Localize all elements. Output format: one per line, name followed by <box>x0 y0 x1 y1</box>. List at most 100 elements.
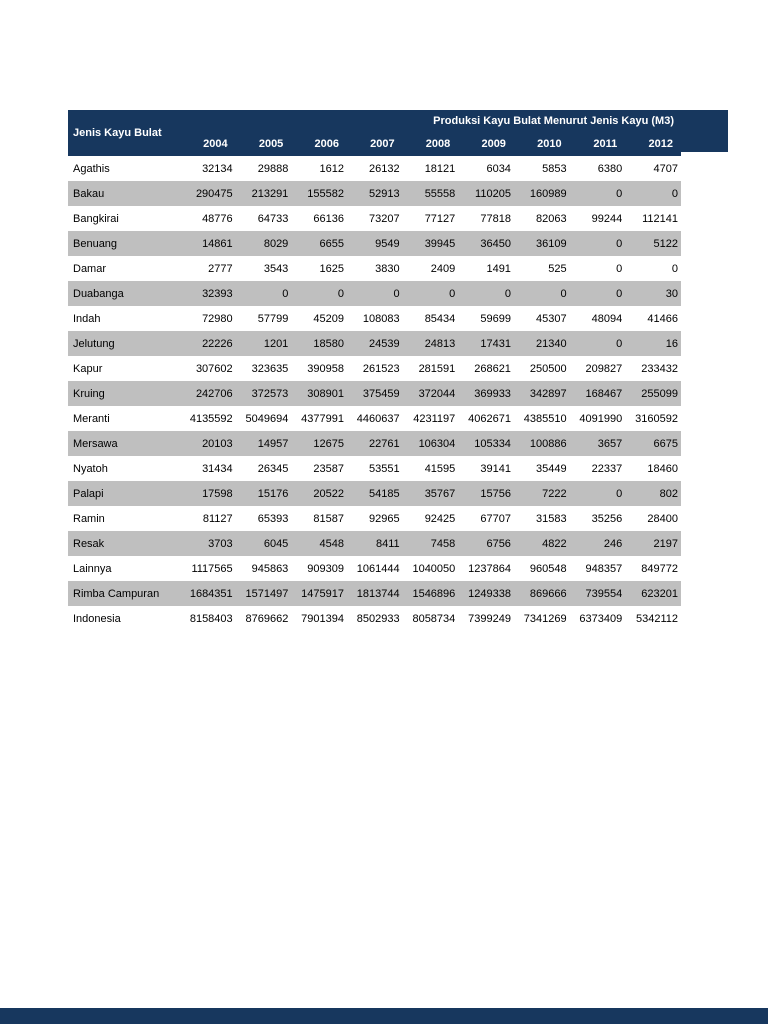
value-cell: 1625 <box>319 262 344 275</box>
value-cell: 39945 <box>424 237 456 250</box>
value-cell: 48776 <box>202 212 233 225</box>
table-row: Resak 3703 6045 4548 8411 7458 6756 4822 246 2197 <box>68 531 681 556</box>
value-cell: 4377991 <box>301 412 344 425</box>
value-cell: 1546896 <box>412 587 456 600</box>
value-cell: 9549 <box>375 237 400 250</box>
value-cell: 48094 <box>591 312 623 325</box>
year-header: 2006 <box>291 132 347 156</box>
value-cell: 7901394 <box>301 612 344 625</box>
value-cell: 0 <box>337 287 344 300</box>
year-header: 2012 <box>625 132 681 156</box>
year-header: 2005 <box>235 132 292 156</box>
value-cell: 308901 <box>307 387 344 400</box>
value-cell: 31583 <box>536 512 567 525</box>
value-cell: 623201 <box>641 587 678 600</box>
value-cell: 375459 <box>362 387 400 400</box>
year-header: 2007 <box>346 132 403 156</box>
value-cell: 92965 <box>369 512 400 525</box>
value-cell: 77127 <box>424 212 456 225</box>
value-cell: 6034 <box>486 162 511 175</box>
value-cell: 26132 <box>369 162 400 175</box>
value-cell: 41466 <box>647 312 678 325</box>
value-cell: 14861 <box>202 237 233 250</box>
value-cell: 1475917 <box>301 587 344 600</box>
value-cell: 739554 <box>585 587 623 600</box>
row-label: Lainnya <box>73 562 112 575</box>
row-label: Benuang <box>73 237 118 250</box>
value-cell: 36109 <box>536 237 567 250</box>
value-cell: 1040050 <box>412 562 456 575</box>
value-cell: 1491 <box>486 262 511 275</box>
value-cell: 52913 <box>369 187 400 200</box>
table-row: Damar 2777 3543 1625 3830 2409 1491 525 0 0 <box>68 256 681 281</box>
value-cell: 6675 <box>653 437 678 450</box>
value-cell: 55558 <box>424 187 456 200</box>
value-cell: 8029 <box>263 237 289 250</box>
value-cell: 3703 <box>208 537 233 550</box>
value-cell: 369933 <box>474 387 511 400</box>
value-cell: 81587 <box>313 512 344 525</box>
value-cell: 22761 <box>369 437 400 450</box>
value-cell: 168467 <box>585 387 623 400</box>
value-cell: 0 <box>449 287 456 300</box>
value-cell: 6655 <box>319 237 344 250</box>
value-cell: 65393 <box>257 512 289 525</box>
value-cell: 6756 <box>486 537 511 550</box>
value-cell: 281591 <box>418 362 456 375</box>
value-cell: 66136 <box>313 212 344 225</box>
value-cell: 18580 <box>313 337 344 350</box>
value-cell: 4548 <box>319 537 344 550</box>
value-cell: 3160592 <box>635 412 678 425</box>
table-row: Nyatoh 31434 26345 23587 53551 41595 39141 3544… <box>68 456 681 481</box>
value-cell: 15756 <box>480 487 511 500</box>
value-cell: 30 <box>665 287 678 300</box>
value-cell: 372573 <box>251 387 289 400</box>
value-cell: 261523 <box>362 362 400 375</box>
value-cell: 39141 <box>480 462 511 475</box>
value-cell: 92425 <box>424 512 456 525</box>
value-cell: 948357 <box>585 562 623 575</box>
table-row: Agathis 32134 29888 1612 26132 18121 6034 5853 6… <box>68 156 681 181</box>
value-cell: 99244 <box>591 212 623 225</box>
value-cell: 945863 <box>251 562 289 575</box>
value-cell: 0 <box>671 262 678 275</box>
value-cell: 20522 <box>313 487 344 500</box>
value-cell: 250500 <box>529 362 567 375</box>
value-cell: 323635 <box>251 362 289 375</box>
title-row: Jenis Kayu Bulat Produksi Kayu Bulat Men… <box>68 110 681 156</box>
table-title: Produksi Kayu Bulat Menurut Jenis Kayu (… <box>180 110 681 132</box>
value-cell: 4822 <box>542 537 567 550</box>
value-cell: 242706 <box>195 387 233 400</box>
value-cell: 85434 <box>424 312 456 325</box>
value-cell: 307602 <box>195 362 233 375</box>
value-cell: 54185 <box>369 487 400 500</box>
value-cell: 73207 <box>369 212 400 225</box>
value-cell: 4707 <box>653 162 678 175</box>
value-cell: 8411 <box>375 537 400 550</box>
value-cell: 1571497 <box>245 587 289 600</box>
year-header: 2004 <box>180 132 236 156</box>
value-cell: 0 <box>671 187 678 200</box>
value-cell: 4091990 <box>579 412 623 425</box>
table-row: Palapi 17598 15176 20522 54185 35767 15756 7222… <box>68 481 681 506</box>
row-label: Nyatoh <box>73 462 108 475</box>
value-cell: 1813744 <box>356 587 400 600</box>
value-cell: 82063 <box>536 212 567 225</box>
value-cell: 390958 <box>307 362 344 375</box>
value-cell: 100886 <box>529 437 567 450</box>
row-label: Indonesia <box>73 612 121 625</box>
table-header: Jenis Kayu Bulat Produksi Kayu Bulat Men… <box>68 110 681 156</box>
row-header-label: Jenis Kayu Bulat <box>68 110 180 156</box>
value-cell: 35449 <box>536 462 567 475</box>
value-cell: 16 <box>665 337 678 350</box>
value-cell: 2777 <box>208 262 233 275</box>
value-cell: 108083 <box>362 312 400 325</box>
row-label: Resak <box>73 537 105 550</box>
table-row: Bangkirai 48776 64733 66136 73207 77127 77818 8… <box>68 206 681 231</box>
value-cell: 6380 <box>597 162 623 175</box>
value-cell: 1612 <box>319 162 344 175</box>
row-label: Indah <box>73 312 101 325</box>
value-cell: 7399249 <box>468 612 511 625</box>
value-cell: 18121 <box>424 162 456 175</box>
table-body: Agathis 32134 29888 1612 26132 18121 6034 5853 6… <box>68 156 681 631</box>
